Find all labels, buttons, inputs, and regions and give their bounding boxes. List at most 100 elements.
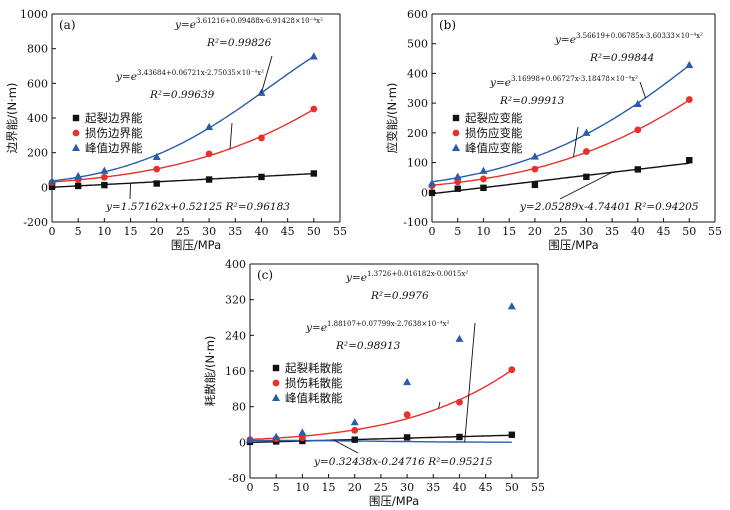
fit-r-squared: R²=0.99826 [206,37,272,49]
data-point-square [531,181,539,189]
x-tick-label: 30 [579,225,593,238]
y-axis-label: 应变能/(N·m) [385,83,399,154]
legend-marker-circle [72,129,80,137]
data-point-triangle [507,302,516,310]
data-point-circle [634,126,642,134]
y-tick-label: 300 [407,97,428,110]
y-tick-label: -100 [403,216,428,229]
y-tick-label: 0 [239,436,246,449]
fit-curve-1 [51,172,314,188]
fit-curve-1 [250,434,512,444]
x-tick-label: 40 [254,225,268,238]
x-tick-label: 25 [374,481,388,494]
x-axis-label: 围压/MPa [171,238,221,252]
x-tick-label: 55 [708,225,722,238]
data-point-circle [258,134,265,142]
legend-label: 峰值应变能 [465,141,523,155]
data-point-circle [310,105,318,113]
data-point-square [351,436,358,443]
legend-marker-triangle [72,143,80,151]
y-tick-label: 200 [27,147,48,160]
y-tick-label: 80 [232,401,246,414]
x-tick-label: 0 [429,225,436,238]
data-point-square [456,433,463,441]
legend-marker-circle [272,379,280,387]
legend-label: 损伤应变能 [465,126,523,140]
x-tick-label: 40 [452,481,466,494]
data-point-square [74,182,82,190]
x-tick-label: 15 [124,225,138,238]
fit-r-squared: R²=0.99913 [499,95,565,107]
data-point-square [403,434,411,441]
data-point-triangle [152,152,161,160]
fit-equation-exp: y=e3.16998+0.06727x-3.18478×10⁻⁴x² [489,75,638,89]
y-tick-label: 0 [41,181,48,194]
data-point-square [634,166,642,173]
data-point-circle [205,150,213,158]
data-point-circle [480,175,487,183]
y-tick-label: -200 [23,216,48,229]
data-point-triangle [298,428,307,436]
leader-line [464,322,476,443]
legend-label: 峰值耗散能 [285,391,343,405]
y-tick-label: 320 [225,294,246,307]
data-point-triangle [74,171,83,180]
x-tick-label: 35 [605,225,619,238]
y-tick-label: 160 [225,365,246,378]
x-tick-label: 45 [281,225,295,238]
data-point-square [583,173,590,181]
y-axis-label: 耗散能/(N·m) [203,336,217,407]
x-axis-label: 围压/MPa [369,494,419,508]
data-point-triangle [350,418,359,426]
fit-curve-3 [250,439,512,443]
legend-label: 起裂耗散能 [285,361,343,375]
x-tick-label: 45 [479,481,493,494]
data-point-circle [454,178,462,186]
y-tick-label: 500 [407,38,428,51]
y-tick-label: 400 [407,67,428,80]
x-tick-label: 30 [400,481,414,494]
y-axis-label: 边界能/(N·m) [5,83,19,154]
data-point-circle [351,426,359,434]
chart-panel-3: 0 5 10 15 20 25 30 35 40 45 50 55-80080160240320400… [203,258,545,508]
leader-line [438,401,441,409]
legend-marker-circle [452,129,460,137]
x-tick-label: 45 [657,225,671,238]
data-point-circle [531,165,539,173]
x-tick-label: 35 [426,481,440,494]
data-point-triangle [48,177,56,185]
leader-line [129,183,131,200]
fit-curve-3 [431,64,690,183]
x-tick-label: 15 [502,225,516,238]
chart-panel-1: 0 5 10 15 20 25 30 35 40 45 50 55-20002004006008001… [5,8,347,252]
data-point-triangle [453,172,462,180]
x-tick-label: 50 [505,481,519,494]
leader-line [639,81,646,99]
legend-label: 损伤边界能 [85,126,143,140]
data-point-square [205,176,213,183]
x-tick-label: 20 [150,225,164,238]
legend-label: 损伤耗散能 [285,376,343,390]
y-tick-label: 200 [407,127,428,140]
chart-panel-2: 0 5 10 15 20 25 30 35 40 45 50 55-10001002003004005… [385,8,722,252]
leader-line [573,126,579,157]
y-tick-label: 400 [27,112,48,125]
x-tick-label: 40 [631,225,645,238]
fit-curve-2 [431,99,690,186]
y-tick-label: 800 [27,43,48,56]
data-point-triangle [455,334,464,342]
data-point-square [480,184,487,192]
data-point-triangle [428,179,436,187]
fit-equation-exp: y=e1.88107+0.07799x-2.7638×10⁻⁴x² [305,320,450,334]
x-tick-label: 25 [554,225,568,238]
legend-label: 起裂边界能 [85,111,143,125]
x-tick-label: 20 [528,225,542,238]
legend-marker-triangle [272,393,280,401]
leader-line [261,55,273,93]
legend-label: 峰值边界能 [85,141,143,155]
data-point-square [101,181,108,189]
data-point-square [310,170,318,177]
